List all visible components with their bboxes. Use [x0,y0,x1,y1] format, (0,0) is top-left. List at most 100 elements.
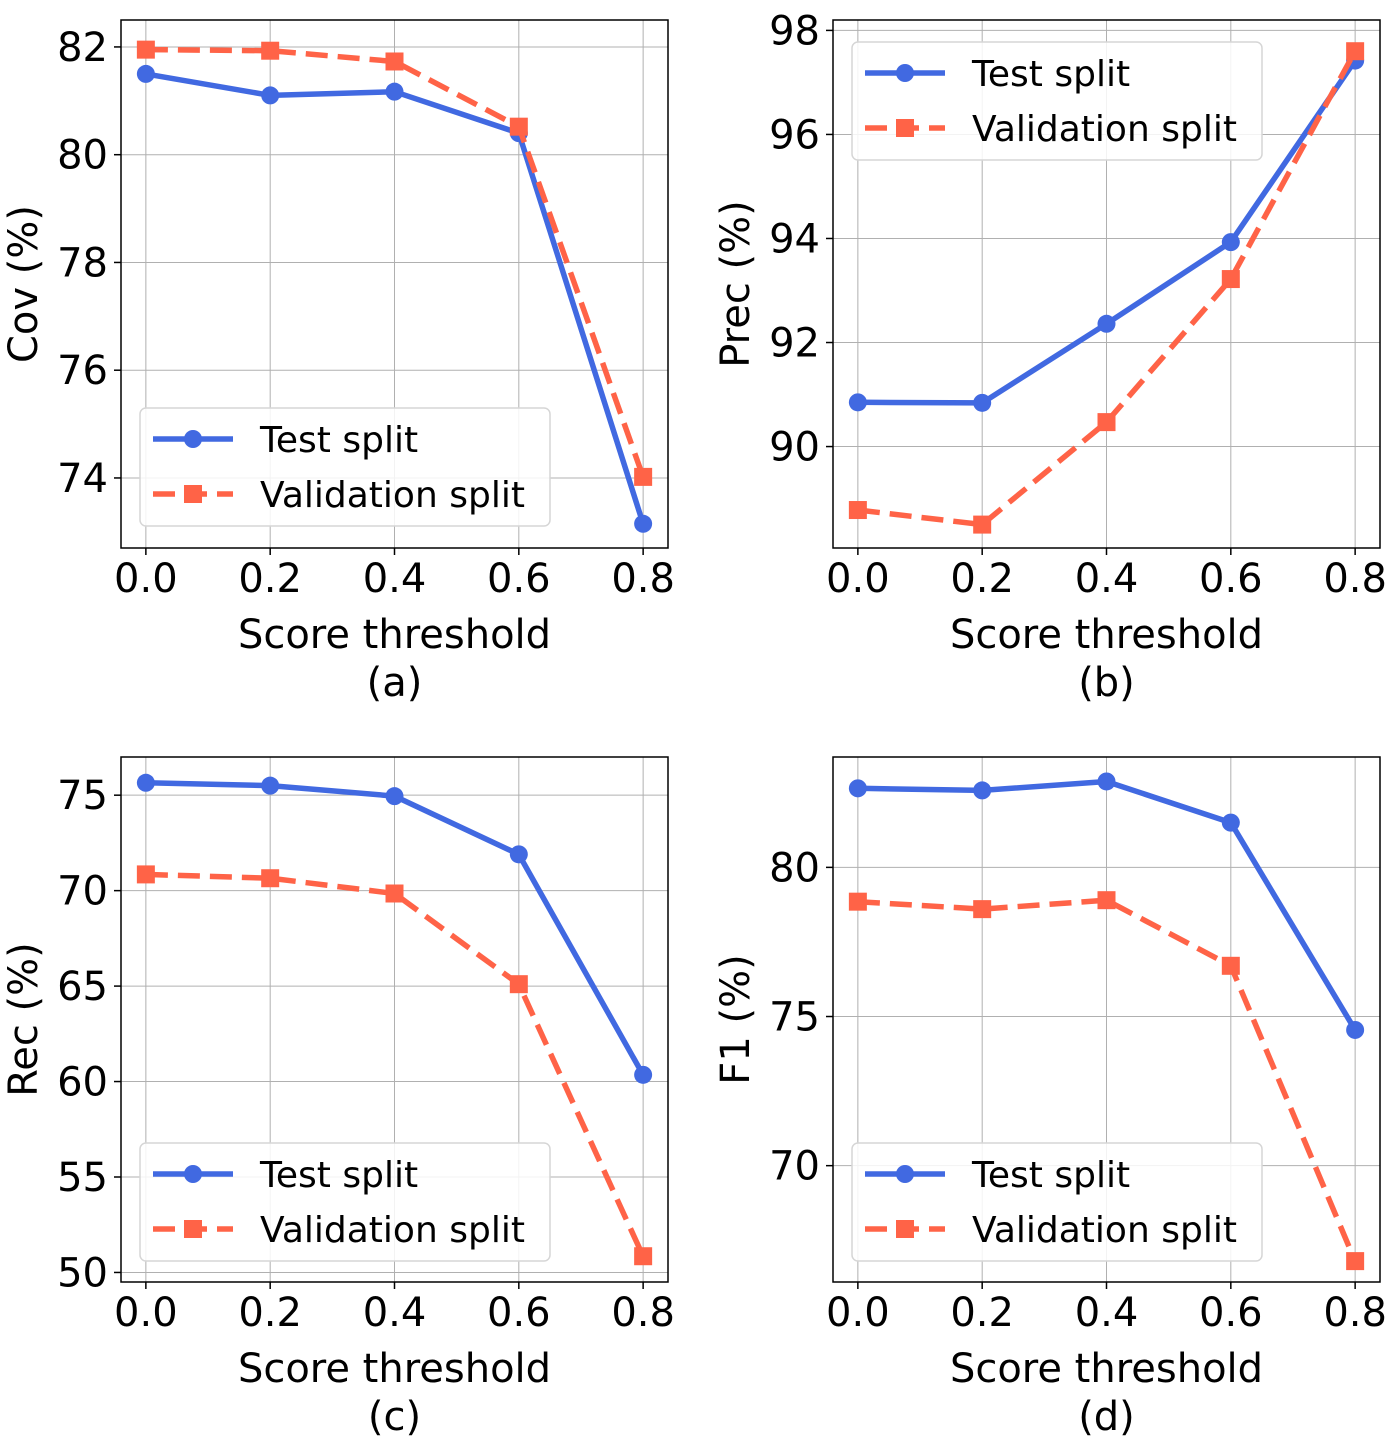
test-split-point [634,1065,653,1084]
y-tick-label: 50 [57,1250,108,1296]
test-split-point [261,86,280,105]
validation-split-point [1346,1252,1365,1271]
legend-square-marker [184,485,202,503]
test-split-point [973,393,992,412]
legend-entry-label: Test split [971,54,1130,95]
legend-circle-marker [184,430,202,448]
validation-split-point [509,975,528,994]
validation-split-point [1221,956,1240,975]
test-split-point [848,393,867,412]
x-axis-label: Score threshold [950,612,1263,658]
validation-split-point [848,501,867,520]
x-tick-label: 0.0 [826,556,890,602]
y-axis-label: Cov (%) [1,205,47,363]
x-tick-label: 0.0 [114,556,178,602]
y-tick-label: 70 [769,1144,820,1190]
test-split-point [973,781,992,800]
validation-split-point [973,900,992,919]
validation-split-line [857,49,1358,528]
x-tick-label: 0.4 [363,1290,427,1336]
x-tick-label: 0.0 [826,1290,890,1336]
y-tick-label: 94 [769,216,820,262]
test-split-point [1221,813,1240,832]
legend-entry-label: Test split [259,1155,418,1196]
x-tick-label: 0.4 [1075,556,1139,602]
validation-split-point [1346,42,1365,61]
test-split-point [1346,1020,1365,1039]
x-tick-label: 0.8 [611,556,675,602]
legend-entry-label: Test split [259,420,418,461]
legend-circle-marker [184,1165,202,1183]
legend-square-marker [896,1220,914,1238]
panel-label: (d) [1078,1394,1135,1440]
validation-split-point [1221,270,1240,289]
validation-split-line [145,871,646,1258]
x-tick-label: 0.4 [363,556,427,602]
validation-split-point [261,869,280,888]
legend-circle-marker [896,64,914,82]
validation-split-point [973,515,992,534]
panel-label: (c) [368,1394,421,1440]
legend-entry-label: Validation split [972,1210,1237,1251]
validation-split-point [261,41,280,60]
x-tick-label: 0.2 [238,1290,302,1336]
test-split-point [509,845,528,864]
y-tick-label: 75 [769,995,820,1041]
validation-split-line [145,46,646,478]
legend-entry-label: Test split [971,1155,1130,1196]
legend-box [139,407,551,527]
legend-box [851,1142,1263,1262]
y-tick-label: 55 [57,1155,108,1201]
x-tick-label: 0.8 [1323,1290,1387,1336]
test-split-point [385,82,404,101]
y-tick-label: 96 [769,112,820,158]
y-tick-label: 60 [57,1060,108,1106]
legend: Test split Validation split [139,1142,551,1262]
y-tick-label: 80 [769,845,820,891]
panel-label: (b) [1078,660,1135,706]
chart-panel-4: 0.0 0.2 0.4 0.6 0.8 70 75 80 Score threshold(d) F… [713,756,1387,1440]
y-tick-label: 70 [57,869,108,915]
legend-square-marker [896,119,914,137]
test-split-point [634,514,653,533]
x-tick-label: 0.2 [950,556,1014,602]
x-tick-label: 0.4 [1075,1290,1139,1336]
test-split-point [261,776,280,795]
legend: Test split Validation split [851,41,1263,161]
validation-split-point [1097,891,1116,910]
y-tick-label: 78 [57,240,108,286]
legend: Test split Validation split [851,1142,1263,1262]
y-tick-label: 65 [57,964,108,1010]
y-tick-label: 98 [769,8,820,54]
x-axis-label: Score threshold [238,612,551,658]
validation-split-point [848,892,867,911]
x-tick-label: 0.2 [238,556,302,602]
validation-split-point [634,1247,653,1266]
panel-label: (a) [367,660,423,706]
legend-entry-label: Validation split [260,1210,525,1251]
test-split-point [1097,314,1116,333]
test-split-point [1221,233,1240,252]
legend-circle-marker [896,1165,914,1183]
y-tick-label: 75 [57,773,108,819]
x-tick-label: 0.0 [114,1290,178,1336]
legend-entry-label: Validation split [972,109,1237,150]
x-tick-label: 0.8 [611,1290,675,1336]
y-axis-label: Rec (%) [1,942,47,1097]
x-tick-label: 0.8 [1323,556,1387,602]
legend-box [139,1142,551,1262]
validation-split-line [857,897,1358,1263]
y-tick-label: 90 [769,425,820,471]
y-tick-label: 74 [57,456,108,502]
chart-panel-3: 0.0 0.2 0.4 0.6 0.8 50 55 60 65 70 75 Score thresho… [1,756,675,1440]
test-split-point [136,64,155,83]
x-axis-label: Score threshold [238,1346,551,1392]
validation-split-point [136,40,155,59]
x-axis-label: Score threshold [950,1346,1263,1392]
validation-split-point [385,884,404,903]
y-tick-label: 80 [57,133,108,179]
validation-split-point [509,117,528,136]
y-tick-label: 76 [57,348,108,394]
chart-panel-1: 0.0 0.2 0.4 0.6 0.8 74 76 78 80 82 Score threshold… [1,19,675,706]
validation-split-point [634,467,653,486]
